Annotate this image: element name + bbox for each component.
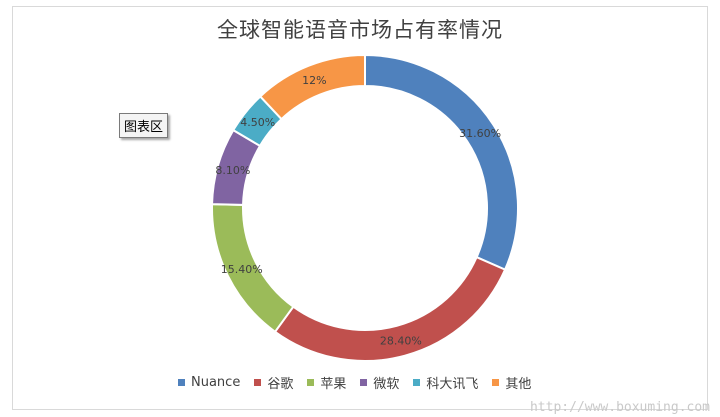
legend-swatch	[360, 378, 368, 386]
data-label-nuance: 31.60%	[459, 127, 501, 140]
legend-swatch	[413, 378, 421, 386]
legend-item-nuance[interactable]: Nuance	[178, 375, 240, 390]
legend-label: 谷歌	[267, 376, 294, 392]
data-label-apple: 15.40%	[221, 263, 263, 276]
donut-slice-nuance[interactable]	[364, 53, 519, 271]
legend-swatch	[492, 378, 500, 386]
legend-item-microsoft[interactable]: 微软	[360, 373, 399, 392]
legend-label: 苹果	[320, 376, 347, 392]
data-label-iflytek: 4.50%	[240, 116, 275, 129]
legend-label: 微软	[373, 376, 400, 392]
legend-item-apple[interactable]: 苹果	[307, 373, 346, 392]
legend-swatch	[254, 378, 262, 386]
legend-label: 其他	[505, 376, 532, 392]
chart-area-tooltip: 图表区	[119, 113, 169, 138]
legend-swatch	[307, 378, 315, 386]
chart-title: 全球智能语音市场占有率情况	[217, 18, 503, 42]
donut-slice-other[interactable]	[258, 53, 366, 121]
data-label-other: 12%	[302, 74, 326, 87]
watermark: http://www.boxuming.com	[529, 400, 710, 415]
legend-label: Nuance	[191, 374, 241, 390]
legend-label: 科大讯飞	[426, 376, 479, 392]
legend-item-google[interactable]: 谷歌	[254, 373, 293, 392]
legend[interactable]: Nuance 谷歌 苹果 微软 科大讯飞 其他	[178, 372, 545, 392]
data-label-microsoft: 8.10%	[215, 164, 250, 177]
data-label-google: 28.40%	[380, 335, 422, 348]
legend-item-iflytek[interactable]: 科大讯飞	[413, 373, 478, 392]
legend-item-other[interactable]: 其他	[492, 373, 531, 392]
legend-swatch	[178, 378, 185, 386]
